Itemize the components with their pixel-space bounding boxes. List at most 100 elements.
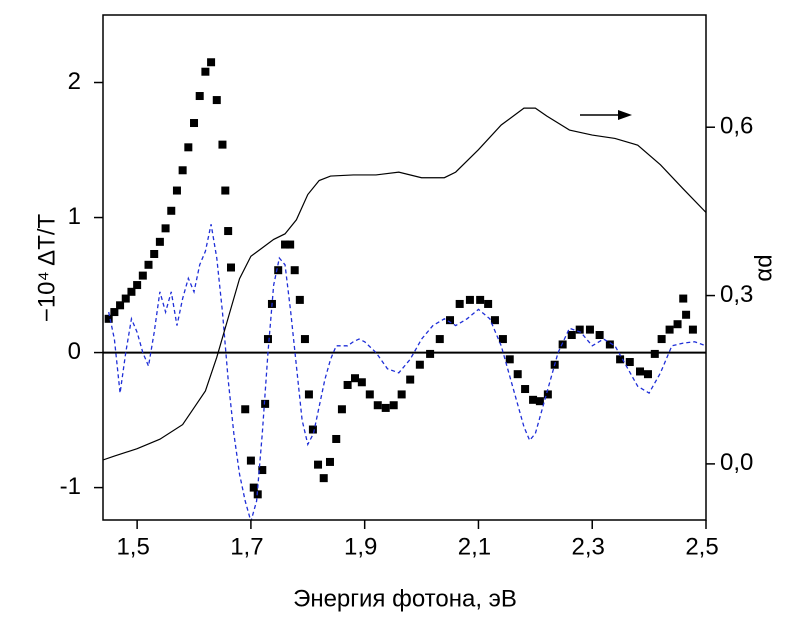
marker <box>673 320 682 329</box>
marker <box>325 457 334 466</box>
marker <box>365 390 374 399</box>
x-tick-label: 2,5 <box>685 533 718 560</box>
marker <box>465 295 474 304</box>
marker <box>246 456 255 465</box>
marker <box>490 316 499 325</box>
marker <box>207 58 216 67</box>
y-tick-label: 2 <box>68 68 81 95</box>
marker <box>274 266 283 275</box>
marker <box>616 355 625 364</box>
marker <box>184 143 193 152</box>
marker <box>300 335 309 344</box>
y2-axis-label: αd <box>750 254 777 281</box>
y2-tick-label: 0,0 <box>720 449 753 476</box>
marker <box>567 331 576 340</box>
marker <box>249 483 258 492</box>
marker <box>224 227 233 236</box>
marker <box>144 260 153 269</box>
y-tick-label: 1 <box>68 203 81 230</box>
marker <box>337 405 346 414</box>
marker <box>397 390 406 399</box>
marker <box>258 466 267 475</box>
marker <box>116 301 125 310</box>
marker <box>535 397 544 406</box>
marker <box>657 335 666 344</box>
marker <box>110 308 119 317</box>
marker <box>484 299 493 308</box>
marker <box>389 401 398 410</box>
marker <box>585 325 594 334</box>
marker <box>161 224 170 233</box>
marker <box>241 405 250 414</box>
marker <box>521 385 530 394</box>
marker <box>426 349 435 358</box>
x-axis-label: Энергия фотона, эВ <box>293 585 517 612</box>
marker <box>172 186 181 195</box>
marker <box>195 92 204 101</box>
marker <box>406 375 415 384</box>
marker <box>104 314 113 323</box>
marker <box>625 358 634 367</box>
marker <box>226 263 235 272</box>
marker <box>343 380 352 389</box>
y2-tick-label: 0,3 <box>720 281 753 308</box>
marker <box>155 237 164 246</box>
plot-frame <box>102 14 707 521</box>
marker <box>636 367 645 376</box>
marker <box>595 331 604 340</box>
marker <box>319 474 328 483</box>
y-tick-label: -1 <box>60 473 81 500</box>
marker <box>218 140 227 149</box>
marker <box>167 206 176 215</box>
marker <box>357 378 366 387</box>
marker <box>295 295 304 304</box>
marker <box>455 299 464 308</box>
marker <box>221 186 230 195</box>
marker <box>505 355 514 364</box>
marker <box>290 266 299 275</box>
series-line <box>108 224 706 520</box>
marker <box>558 340 567 349</box>
marker <box>665 325 674 334</box>
marker <box>212 96 221 105</box>
marker <box>263 335 272 344</box>
x-tick-label: 2,1 <box>458 533 491 560</box>
marker <box>476 295 485 304</box>
arrow-head <box>618 110 632 120</box>
marker <box>679 294 688 303</box>
marker <box>332 434 341 443</box>
marker <box>314 460 323 469</box>
marker <box>529 395 538 404</box>
marker <box>281 240 290 249</box>
marker <box>688 325 697 334</box>
marker <box>650 349 659 358</box>
marker <box>575 325 584 334</box>
marker <box>643 370 652 379</box>
marker <box>304 390 313 399</box>
marker <box>373 401 382 410</box>
marker <box>138 271 147 280</box>
marker <box>435 335 444 344</box>
y2-tick-label: 0,6 <box>720 113 753 140</box>
series-line <box>103 107 706 461</box>
marker <box>498 335 507 344</box>
x-tick-label: 1,7 <box>230 533 263 560</box>
marker <box>351 374 360 383</box>
marker <box>190 119 199 128</box>
marker <box>178 166 187 175</box>
marker <box>201 67 210 76</box>
x-tick-label: 1,9 <box>344 533 377 560</box>
marker <box>127 287 136 296</box>
x-tick-label: 2,3 <box>572 533 605 560</box>
marker <box>261 399 270 408</box>
marker <box>381 403 390 412</box>
marker <box>415 360 424 369</box>
marker <box>446 316 455 325</box>
marker <box>513 370 522 379</box>
marker <box>682 310 691 319</box>
marker <box>150 249 159 258</box>
y-axis-label: −10⁴ ΔT/T <box>33 213 60 322</box>
marker <box>121 294 130 303</box>
